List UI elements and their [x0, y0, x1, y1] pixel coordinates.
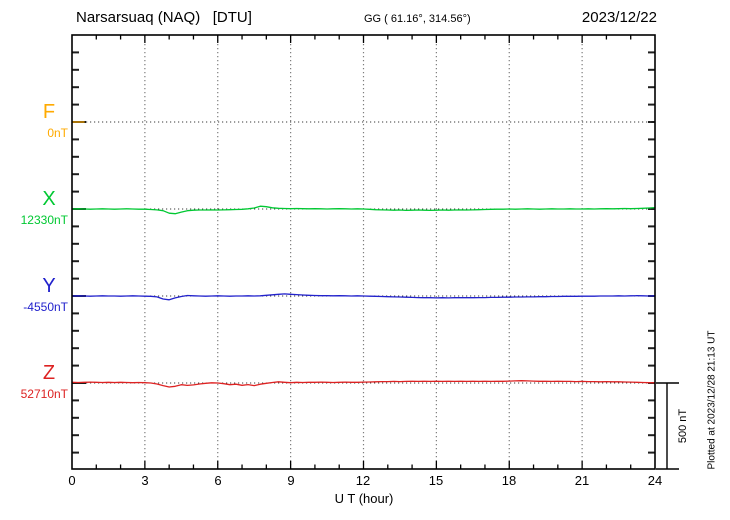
- xtick-12: 12: [355, 473, 371, 488]
- series-baseline-Z: 52710nT: [20, 387, 68, 401]
- xtick-6: 6: [214, 473, 222, 488]
- plot-frame: [71, 34, 656, 470]
- plotted-at-note: Plotted at 2023/12/28 21:13 UT: [706, 330, 718, 470]
- series-baseline-F: 0nT: [47, 126, 68, 140]
- series-label-X: X: [42, 188, 56, 210]
- xtick-15: 15: [428, 473, 444, 488]
- trace-Y: [71, 293, 656, 301]
- xtick-21: 21: [574, 473, 590, 488]
- station-title: Narsarsuaq (NAQ) [DTU]: [76, 9, 252, 26]
- geographic-coordinates: GG ( 61.16°, 314.56°): [364, 13, 471, 25]
- series-baseline-X: 12330nT: [20, 213, 68, 227]
- series-label-F: F: [42, 101, 56, 123]
- xtick-9: 9: [287, 473, 295, 488]
- xtick-24: 24: [647, 473, 663, 488]
- xtick-18: 18: [501, 473, 517, 488]
- trace-X: [71, 205, 656, 215]
- x-axis-label: U T (hour): [334, 491, 394, 506]
- observation-date: 2023/12/22: [581, 9, 657, 26]
- trace-Z: [71, 380, 656, 388]
- series-label-Z: Z: [42, 362, 56, 384]
- xtick-3: 3: [141, 473, 149, 488]
- series-label-Y: Y: [42, 275, 56, 297]
- series-baseline-Y: -4550nT: [23, 300, 68, 314]
- scale-bar-label: 500 nT: [677, 408, 689, 444]
- xtick-0: 0: [68, 473, 76, 488]
